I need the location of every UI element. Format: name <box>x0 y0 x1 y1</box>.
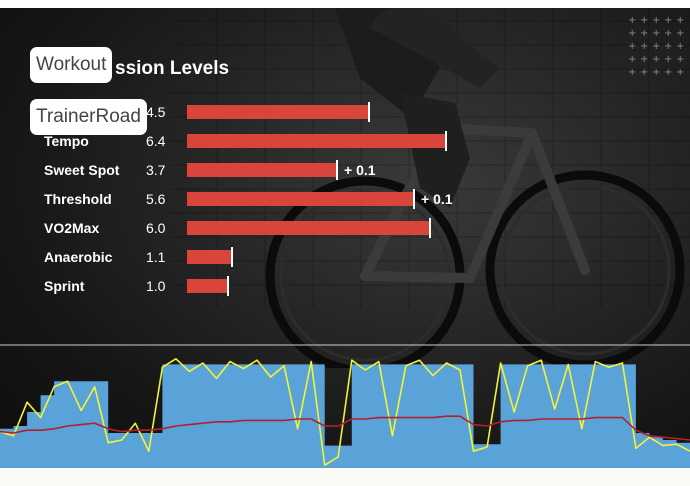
plus-glyph: + <box>664 41 673 52</box>
zone-level: 4.5 <box>146 104 166 120</box>
plus-glyph: + <box>652 28 661 39</box>
zone-name: Tempo <box>44 133 89 149</box>
plus-glyph: + <box>628 41 637 52</box>
zone-name: Sweet Spot <box>44 162 120 178</box>
plus-glyph: + <box>628 15 637 26</box>
decorative-dot-grid: + + + + + + + + + + + + + + + + + + + + + + + + + <box>628 16 688 86</box>
plus-glyph: + <box>664 54 673 65</box>
heart-rate-line <box>0 415 690 441</box>
zone-level-marker <box>368 102 370 122</box>
plus-glyph: + <box>628 28 637 39</box>
zone-level-bar <box>187 189 415 209</box>
zone-level: 5.6 <box>146 191 166 207</box>
plus-glyph: + <box>676 67 685 78</box>
power-line <box>0 357 690 467</box>
plus-glyph: + <box>640 41 649 52</box>
workout-label[interactable]: Workout <box>30 47 113 83</box>
zone-name: Sprint <box>44 278 85 294</box>
zone-level-marker <box>227 276 229 296</box>
zone-level-marker <box>445 131 447 151</box>
zone-name: Threshold <box>44 191 112 207</box>
zone-row: Sweet Spot 3.7 + 0.1 <box>44 160 474 180</box>
plus-glyph: + <box>640 28 649 39</box>
plus-glyph: + <box>652 54 661 65</box>
zone-level: 1.1 <box>146 249 166 265</box>
plus-glyph: + <box>664 28 673 39</box>
panel-title: ssion Levels <box>115 58 230 79</box>
zone-level-bar <box>187 131 447 151</box>
plus-glyph: + <box>640 54 649 65</box>
promo-image: + + + + + + + + + + + + + + + + + + + + + + + + + ssion Levels 4… <box>0 8 690 468</box>
zone-level: 6.4 <box>146 133 166 149</box>
workout-chart <box>0 344 690 468</box>
zone-level-bar <box>187 218 431 238</box>
zone-level: 3.7 <box>146 162 166 178</box>
zone-delta: + 0.1 <box>421 191 453 207</box>
plus-glyph: + <box>640 67 649 78</box>
zone-level-bar <box>187 247 233 267</box>
zone-row: Anaerobic 1.1 <box>44 247 474 267</box>
zone-level-marker <box>336 160 338 180</box>
plus-glyph: + <box>676 28 685 39</box>
plus-glyph: + <box>652 67 661 78</box>
zone-name: VO2Max <box>44 220 100 236</box>
zone-row: VO2Max 6.0 <box>44 218 474 238</box>
zone-level-marker <box>231 247 233 267</box>
zone-level-bar <box>187 102 370 122</box>
plus-glyph: + <box>664 67 673 78</box>
plus-glyph: + <box>676 54 685 65</box>
zone-name: Anaerobic <box>44 249 113 265</box>
zone-level-marker <box>413 189 415 209</box>
zone-row: Sprint 1.0 <box>44 276 474 296</box>
zone-row: Tempo 6.4 <box>44 131 474 151</box>
zone-row: 4.5 <box>44 102 474 122</box>
plus-glyph: + <box>628 54 637 65</box>
zone-level: 6.0 <box>146 220 166 236</box>
plus-glyph: + <box>652 41 661 52</box>
zone-level-marker <box>429 218 431 238</box>
plus-glyph: + <box>652 15 661 26</box>
trainerroad-label[interactable]: TrainerRoad <box>30 99 147 135</box>
zone-level-bar <box>187 276 229 296</box>
plus-glyph: + <box>676 41 685 52</box>
plus-glyph: + <box>664 15 673 26</box>
plus-glyph: + <box>628 67 637 78</box>
plus-glyph: + <box>640 15 649 26</box>
plus-glyph: + <box>676 15 685 26</box>
target-power-area <box>0 364 690 468</box>
page-background <box>0 468 690 486</box>
zone-level: 1.0 <box>146 278 166 294</box>
zone-level-bar <box>187 160 338 180</box>
zone-delta: + 0.1 <box>344 162 376 178</box>
zone-row: Threshold 5.6 + 0.1 <box>44 189 474 209</box>
